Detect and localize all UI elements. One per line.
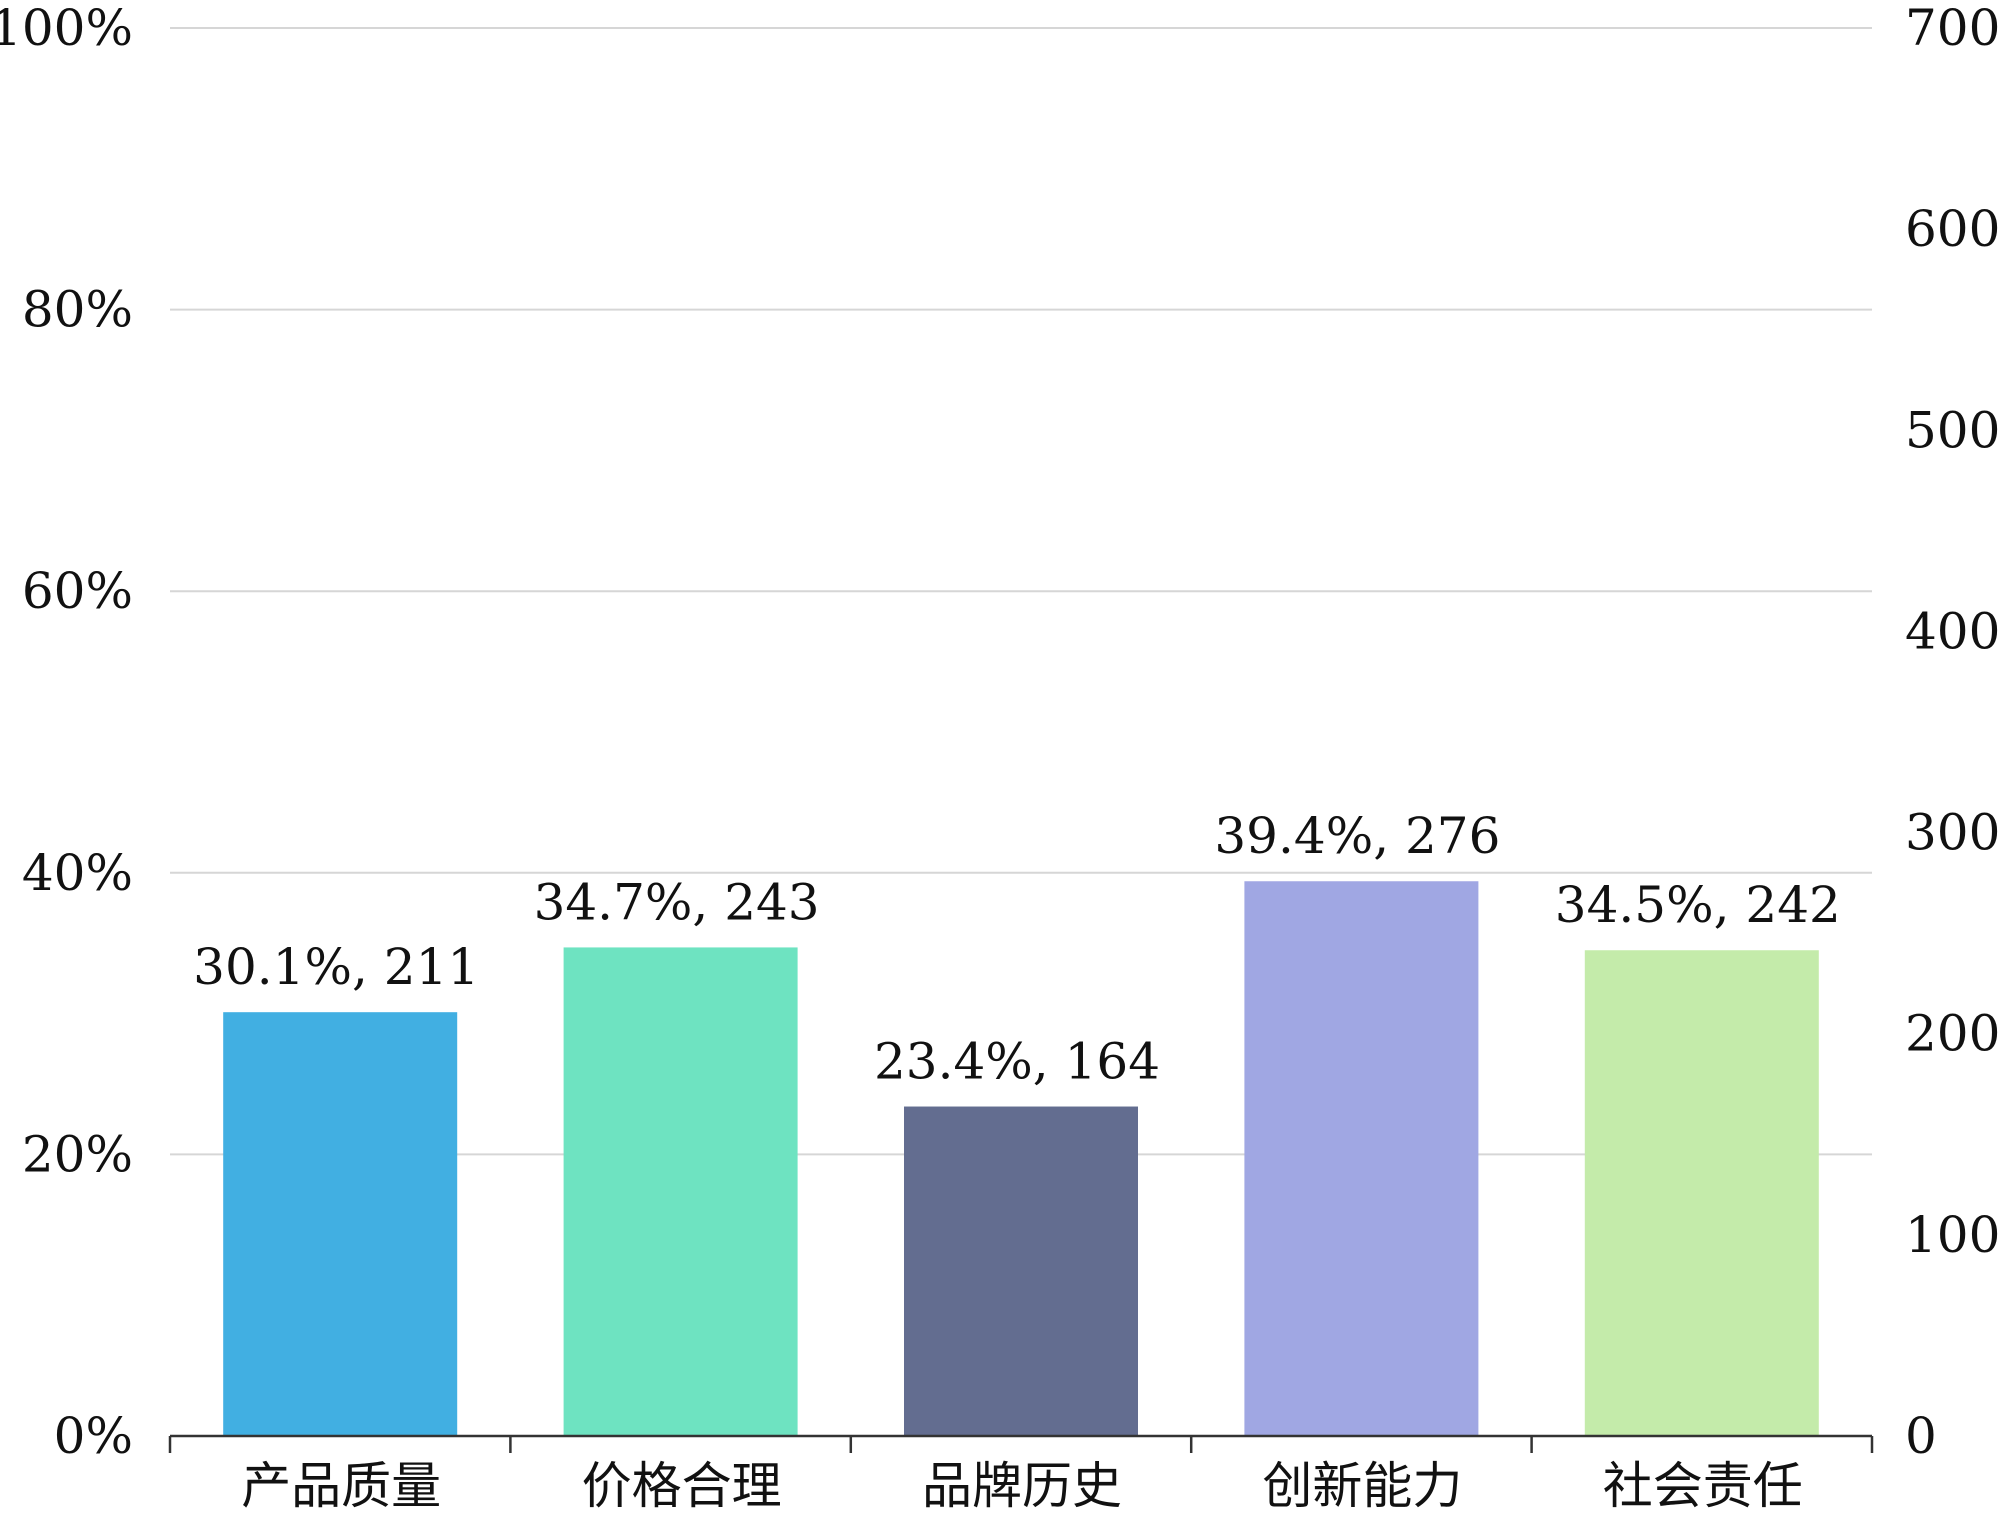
category-label: 品牌历史 bbox=[922, 1457, 1122, 1515]
left-tick-label: 40% bbox=[22, 844, 133, 902]
left-tick-label: 0% bbox=[54, 1407, 133, 1465]
data-label: 39.4%, 276 bbox=[1214, 807, 1500, 865]
bars bbox=[223, 881, 1819, 1436]
right-tick-label: 300 bbox=[1905, 804, 2000, 862]
bar bbox=[1244, 881, 1479, 1436]
left-tick-label: 100% bbox=[0, 0, 133, 57]
right-tick-label: 200 bbox=[1905, 1005, 2000, 1063]
data-label: 34.7%, 243 bbox=[534, 873, 820, 931]
category-label: 产品质量 bbox=[241, 1457, 441, 1515]
category-label: 社会责任 bbox=[1603, 1457, 1803, 1515]
category-label: 创新能力 bbox=[1262, 1457, 1462, 1515]
bar bbox=[563, 947, 798, 1436]
bar bbox=[904, 1106, 1138, 1436]
left-tick-label: 20% bbox=[22, 1125, 133, 1183]
data-label: 34.5%, 242 bbox=[1555, 876, 1841, 934]
right-tick-label: 600 bbox=[1905, 200, 2000, 258]
axes bbox=[168, 1434, 1874, 1453]
right-tick-label: 700 bbox=[1905, 0, 2000, 57]
right-tick-label: 100 bbox=[1905, 1206, 2000, 1264]
data-label: 30.1%, 211 bbox=[193, 938, 479, 996]
right-tick-label: 0 bbox=[1905, 1407, 1937, 1465]
left-tick-label: 80% bbox=[22, 281, 133, 339]
right-tick-label: 400 bbox=[1905, 602, 2000, 660]
bar bbox=[1584, 950, 1819, 1436]
bar bbox=[223, 1012, 458, 1436]
left-tick-label: 60% bbox=[22, 562, 133, 620]
right-tick-label: 500 bbox=[1905, 401, 2000, 459]
data-label: 23.4%, 164 bbox=[874, 1033, 1160, 1091]
category-label: 价格合理 bbox=[582, 1457, 782, 1515]
